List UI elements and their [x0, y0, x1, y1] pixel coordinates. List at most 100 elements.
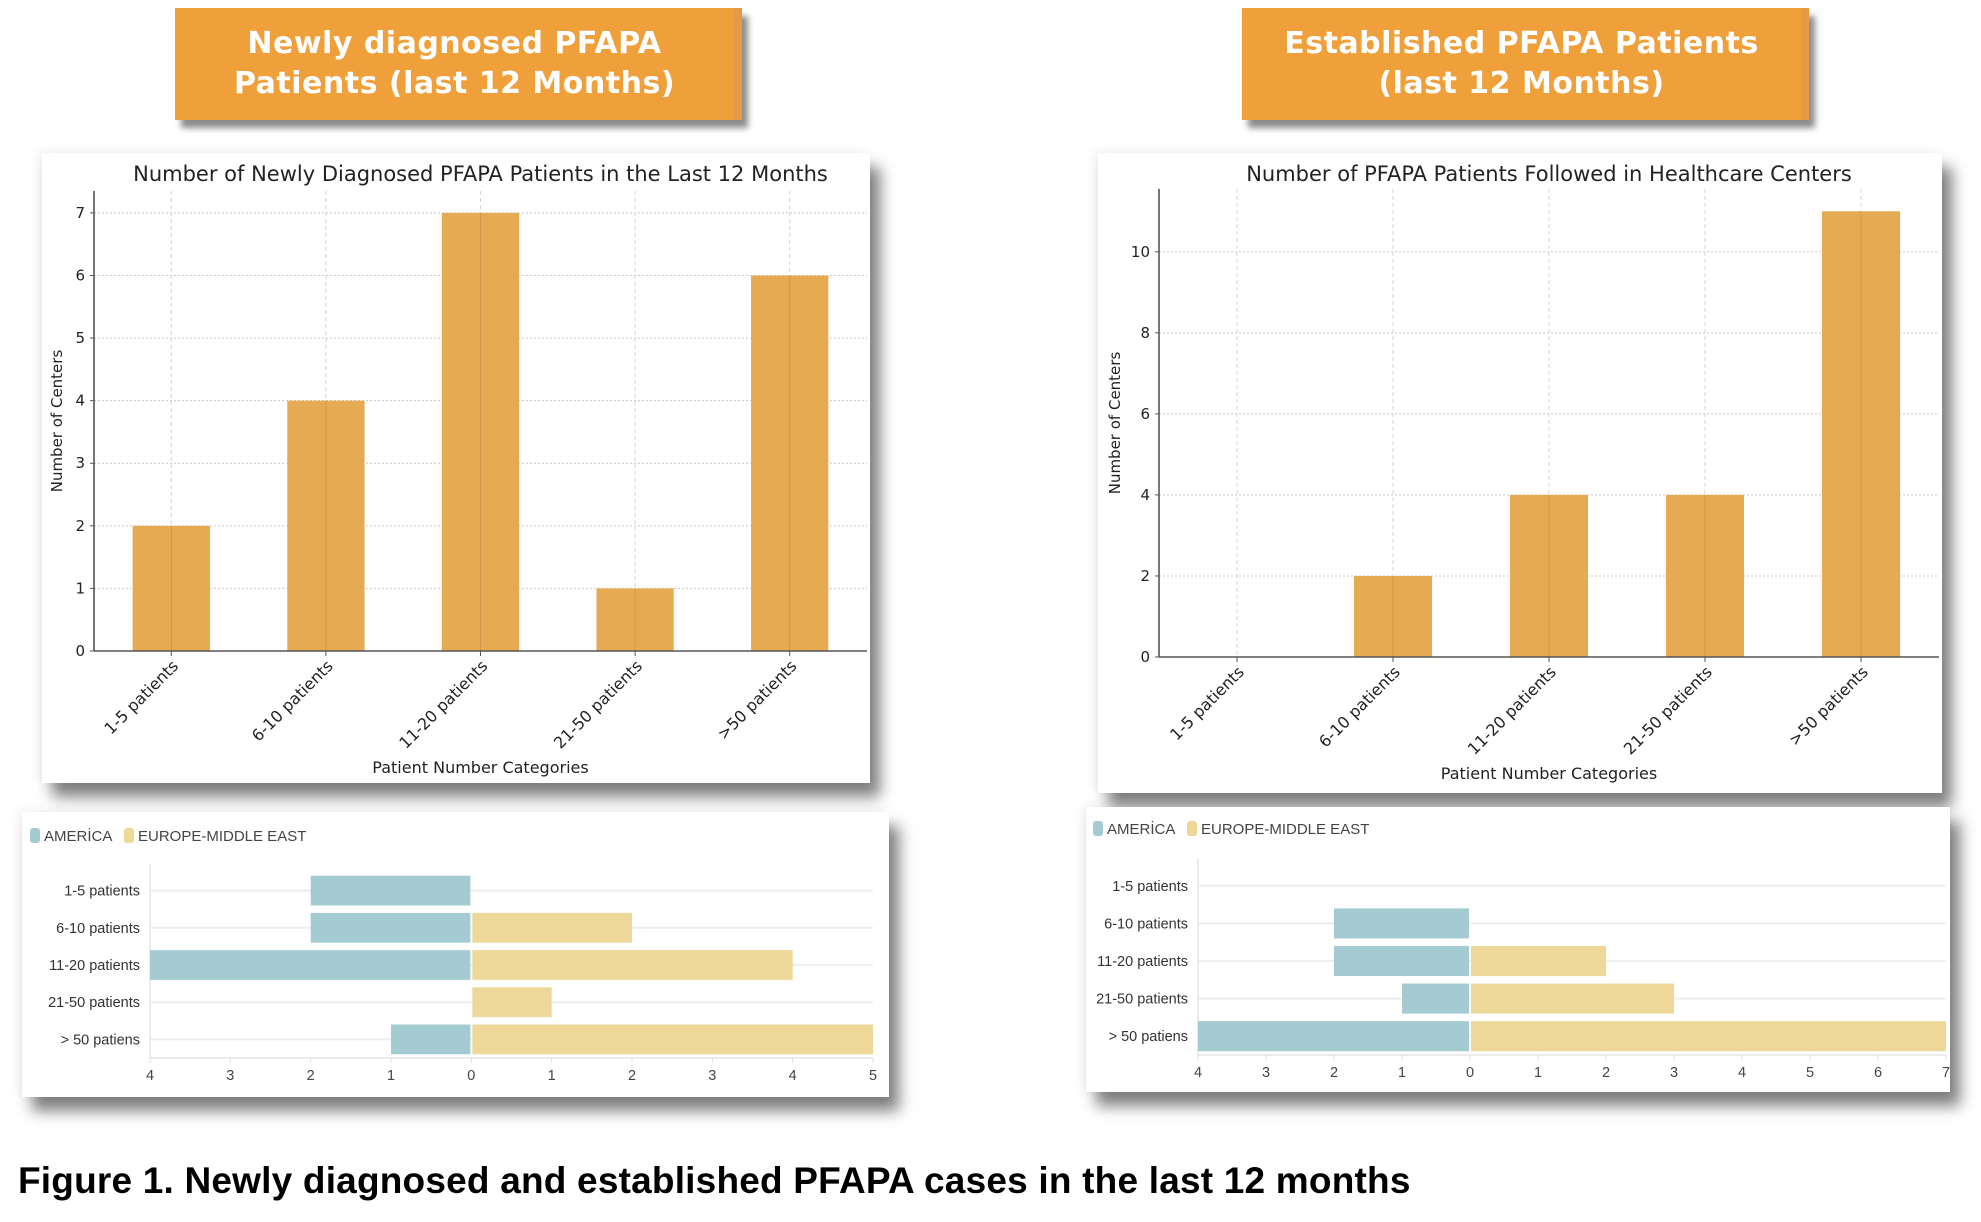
- bar-america: [1198, 1021, 1469, 1052]
- x-tick-label: >50 patients: [713, 656, 800, 743]
- bar-america: [1334, 945, 1469, 977]
- y-tick-label: 0: [1140, 648, 1150, 666]
- x-tick-label: 4: [789, 1068, 797, 1084]
- bar-europe-middle-east: [472, 987, 552, 1018]
- x-tick-label: >50 patients: [1785, 662, 1872, 749]
- x-tick-label: 3: [1670, 1065, 1678, 1081]
- category-label: 21-50 patients: [1096, 992, 1188, 1008]
- y-tick-label: 3: [75, 454, 85, 472]
- legend-label-europe-middle-east: EUROPE-MIDDLE EAST: [1201, 821, 1369, 838]
- x-tick-label: 2: [1602, 1065, 1610, 1081]
- bar-europe-middle-east: [1471, 1021, 1946, 1052]
- diverging-chart-svg: AMERİCA EUROPE-MIDDLE EAST 1-5 patients 6-1…: [1093, 820, 1950, 1081]
- x-tick-label: 1-5 patients: [100, 656, 182, 738]
- x-tick-label: 3: [1262, 1065, 1270, 1081]
- bar-america: [1402, 983, 1469, 1014]
- legend-swatch-europe-middle-east: [124, 828, 134, 843]
- y-tick-label: 6: [1140, 405, 1150, 423]
- y-tick-label: 1: [75, 579, 85, 597]
- x-tick-label: 1: [548, 1068, 556, 1084]
- category-label: 6-10 patients: [56, 921, 140, 937]
- banner-line-2: Patients (last 12 Months): [233, 66, 676, 101]
- x-tick-label: 2: [628, 1068, 636, 1084]
- established-bar-chart: Number of PFAPA Patients Followed in Hea…: [1098, 153, 1942, 793]
- figure-caption: Figure 1. Newly diagnosed and establishe…: [18, 1160, 1411, 1201]
- bar: [132, 525, 210, 651]
- y-tick-label: 6: [75, 266, 85, 284]
- x-tick-label: 21-50 patients: [1620, 662, 1716, 758]
- x-tick-label: 2: [307, 1068, 315, 1084]
- category-label: 6-10 patients: [1104, 916, 1188, 932]
- y-tick-label: 10: [1131, 243, 1150, 261]
- bar: [1354, 575, 1432, 657]
- x-tick-label: 2: [1330, 1065, 1338, 1081]
- x-tick-label: 4: [1738, 1065, 1746, 1081]
- banner-newly-diagnosed: Newly diagnosed PFAPA Patients (last 12 …: [175, 8, 742, 120]
- x-tick-label: 1: [1398, 1065, 1406, 1081]
- legend-swatch-america: [30, 828, 40, 843]
- banner-line-1: Newly diagnosed PFAPA: [247, 26, 662, 61]
- chart-title: Number of Newly Diagnosed PFAPA Patients…: [133, 162, 828, 186]
- category-label: 11-20 patients: [1097, 954, 1188, 970]
- x-tick-label: 4: [1194, 1065, 1202, 1081]
- y-tick-label: 0: [75, 642, 85, 660]
- y-tick-label: 8: [1140, 324, 1150, 342]
- category-label: 1-5 patients: [1112, 879, 1188, 895]
- legend-label-europe-middle-east: EUROPE-MIDDLE EAST: [138, 828, 306, 845]
- category-label: 11-20 patients: [49, 958, 140, 974]
- x-tick-label: 5: [1806, 1065, 1814, 1081]
- x-tick-label: 3: [226, 1068, 234, 1084]
- x-tick-label: 1: [387, 1068, 395, 1084]
- x-tick-label: 0: [467, 1068, 475, 1084]
- newly-diagnosed-bar-chart: Number of Newly Diagnosed PFAPA Patients…: [42, 153, 870, 783]
- y-tick-label: 4: [1140, 486, 1150, 504]
- bar: [441, 212, 520, 651]
- bar-america: [1334, 908, 1469, 939]
- bar: [287, 400, 365, 651]
- x-tick-label: 11-20 patients: [1464, 662, 1560, 758]
- bar: [1510, 494, 1588, 657]
- banner-line-1: Established PFAPA Patients: [1284, 26, 1759, 61]
- y-axis-label: Number of Centers: [48, 350, 66, 493]
- bar: [1822, 211, 1900, 657]
- x-tick-label: 0: [1466, 1065, 1474, 1081]
- category-label: > 50 patiens: [1109, 1029, 1188, 1045]
- bar-europe-middle-east: [472, 950, 793, 980]
- bar-europe-middle-east: [1471, 945, 1606, 977]
- x-tick-label: 1: [1534, 1065, 1542, 1081]
- bar-chart-svg: Number of PFAPA Patients Followed in Hea…: [1106, 162, 1939, 783]
- x-tick-label: 1-5 patients: [1166, 662, 1248, 744]
- diverging-chart-svg: AMERİCA EUROPE-MIDDLE EAST 1-5 patients 6-1…: [30, 827, 877, 1084]
- y-tick-label: 2: [1140, 567, 1150, 585]
- banner-line-2: (last 12 Months): [1378, 66, 1665, 101]
- bar-america: [310, 875, 471, 906]
- y-tick-label: 7: [75, 204, 85, 222]
- bar-america: [150, 950, 471, 980]
- bar-chart-svg: Number of Newly Diagnosed PFAPA Patients…: [48, 162, 867, 777]
- x-tick-label: 3: [708, 1068, 716, 1084]
- y-tick-label: 2: [75, 517, 85, 535]
- x-tick-label: 7: [1942, 1065, 1950, 1081]
- x-tick-label: 11-20 patients: [395, 656, 491, 752]
- x-tick-label: 6-10 patients: [1315, 662, 1404, 751]
- x-tick-label: 4: [146, 1068, 154, 1084]
- bar-europe-middle-east: [1471, 983, 1674, 1014]
- x-tick-label: 5: [869, 1068, 877, 1084]
- established-region-chart: AMERİCA EUROPE-MIDDLE EAST 1-5 patients 6-1…: [1086, 807, 1950, 1092]
- x-tick-label: 6-10 patients: [248, 656, 337, 745]
- bar-america: [391, 1024, 471, 1055]
- y-tick-label: 5: [75, 329, 85, 347]
- legend-swatch-europe-middle-east: [1187, 821, 1197, 836]
- legend-label-america: AMERİCA: [44, 827, 112, 845]
- category-label: > 50 patiens: [61, 1032, 140, 1048]
- x-tick-label: 6: [1874, 1065, 1882, 1081]
- bar: [751, 275, 829, 651]
- x-axis-label: Patient Number Categories: [372, 758, 588, 777]
- banner-established: Established PFAPA Patients (last 12 Mont…: [1242, 8, 1809, 120]
- legend-label-america: AMERİCA: [1107, 820, 1175, 838]
- x-tick-label: 21-50 patients: [550, 656, 646, 752]
- bar-europe-middle-east: [472, 1024, 873, 1055]
- y-tick-label: 4: [75, 392, 85, 410]
- category-label: 21-50 patients: [48, 995, 140, 1011]
- bar-america: [310, 912, 471, 943]
